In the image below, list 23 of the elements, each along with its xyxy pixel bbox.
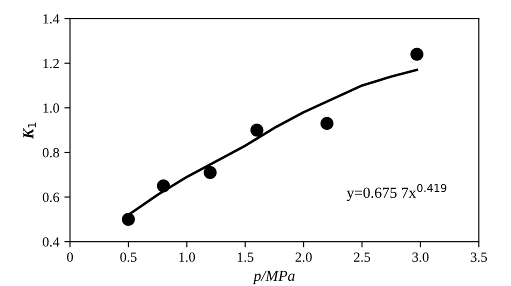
x-tick-label: 1.5 xyxy=(238,252,254,262)
point xyxy=(156,179,170,192)
annotation: y=0.675 7x$^{0.419}$ xyxy=(346,184,446,202)
x-axis-title: p/MPa xyxy=(252,270,295,284)
x-tick-label: 2.0 xyxy=(296,252,312,262)
point xyxy=(250,124,264,137)
y-tick-label: 0.4 xyxy=(42,237,60,247)
y-tick-label: 0.8 xyxy=(42,148,60,158)
y-tick-label: 0.6 xyxy=(42,192,60,202)
y-tick-label: 1.4 xyxy=(43,14,60,24)
point xyxy=(122,212,135,226)
y-tick-label: 1.2 xyxy=(43,58,59,68)
point xyxy=(410,48,424,61)
x-tick-label: 0 xyxy=(67,252,73,262)
x-tick-label: 3.0 xyxy=(412,252,429,262)
y-tick-label: 1.0 xyxy=(43,103,60,113)
y-axis-title: K$_{1}$ xyxy=(23,122,36,140)
x-tick-label: 2.5 xyxy=(354,252,370,262)
x-tick-label: 1.0 xyxy=(179,252,195,262)
x-tick-label: 0.5 xyxy=(120,252,137,262)
point xyxy=(204,166,217,180)
x-tick-label: 3.5 xyxy=(470,252,487,262)
point xyxy=(320,116,334,130)
